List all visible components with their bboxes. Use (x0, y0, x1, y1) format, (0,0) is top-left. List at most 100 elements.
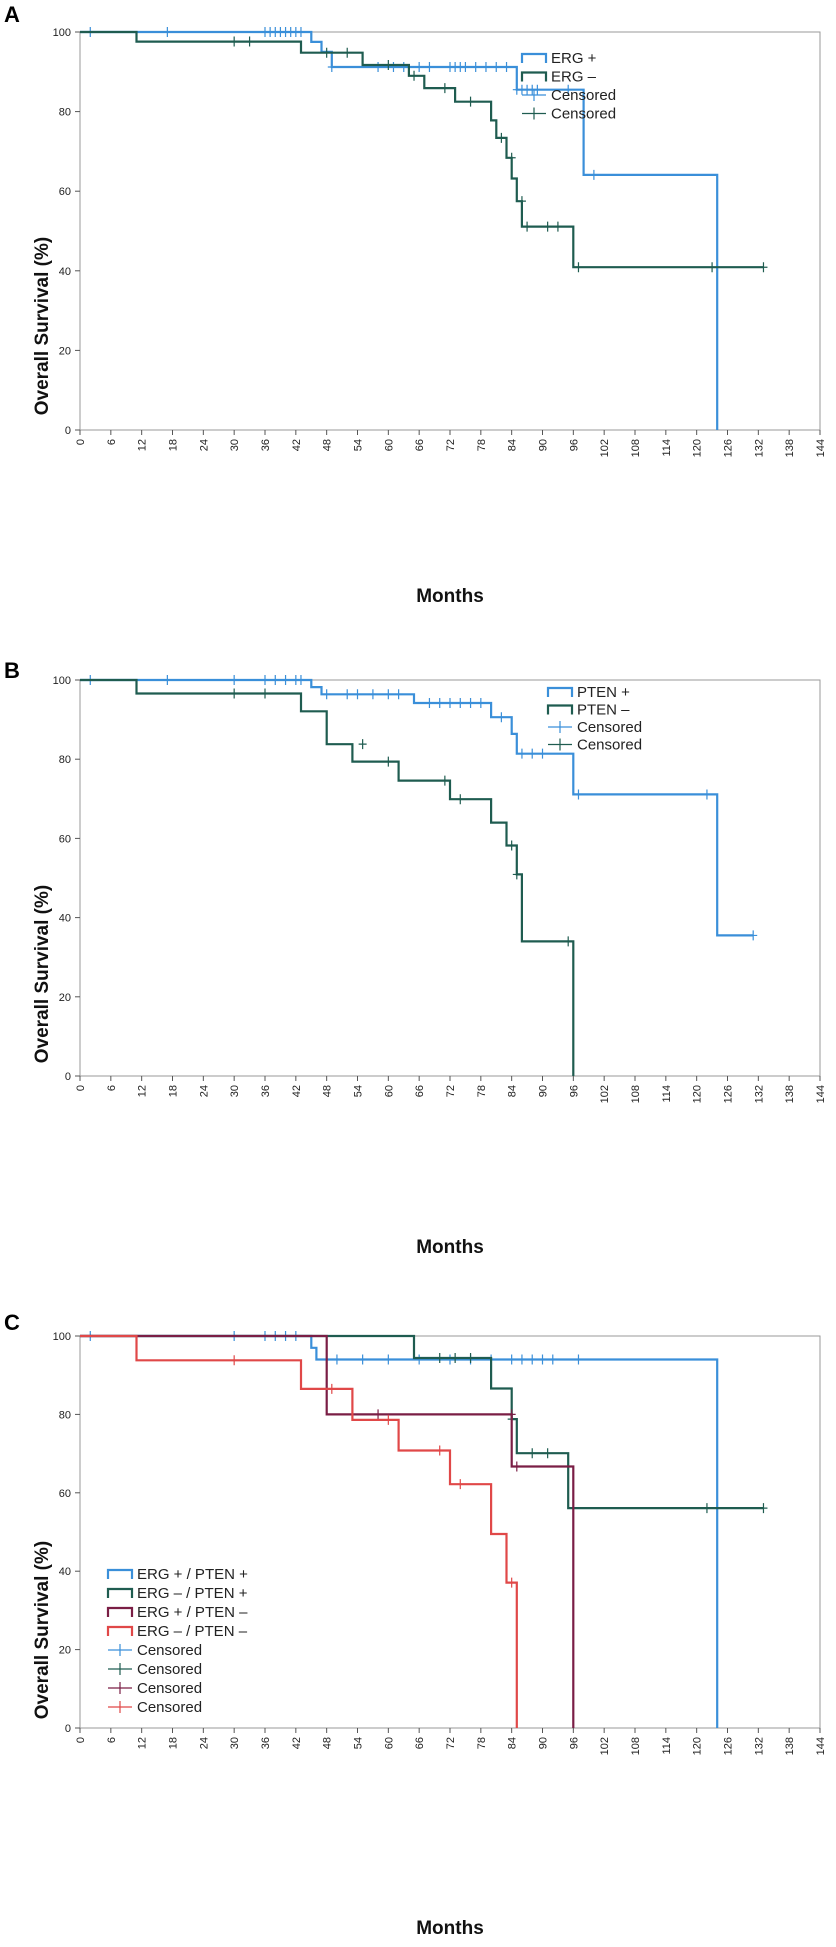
censor-mark (245, 36, 254, 47)
censor-mark (343, 47, 352, 58)
censor-mark (435, 1352, 444, 1363)
censor-mark (425, 697, 434, 708)
survival-curve (80, 1334, 518, 1728)
censor-mark (384, 1354, 393, 1365)
censor-mark (507, 1577, 516, 1588)
legend-label: Censored (137, 1680, 202, 1697)
x-tick-label: 108 (630, 1737, 642, 1755)
censor-mark (296, 27, 305, 37)
x-tick-label: 96 (568, 1085, 580, 1097)
legend-label: PTEN + (577, 684, 630, 701)
legend-line-swatch (520, 52, 548, 63)
y-axis-title: Overall Survival (%) (32, 885, 53, 1063)
censor-mark (384, 756, 393, 767)
legend-label: Censored (577, 737, 642, 754)
censor-mark (512, 869, 521, 880)
x-tick-label: 6 (106, 1085, 118, 1091)
x-tick-label: 84 (507, 439, 519, 451)
legend-label: Censored (551, 87, 616, 104)
x-tick-label: 102 (599, 439, 611, 457)
legend-label: Censored (577, 719, 642, 736)
censor-mark (343, 689, 352, 700)
panel-c: C Overall Survival (%) Months 0204060801… (4, 1310, 827, 1939)
x-tick-label: 144 (815, 439, 827, 457)
x-tick-label: 78 (476, 1737, 488, 1749)
x-tick-label: 78 (476, 439, 488, 451)
censor-mark (461, 62, 470, 73)
y-tick-label: 60 (59, 833, 71, 845)
x-tick-label: 24 (198, 439, 210, 451)
censor-mark (230, 688, 239, 699)
censor-mark (281, 675, 290, 685)
censor-mark (528, 1448, 537, 1459)
censor-mark (476, 697, 485, 708)
x-tick-label: 54 (353, 1085, 365, 1097)
x-tick-label: 30 (229, 1085, 241, 1097)
censor-mark (528, 1354, 537, 1365)
y-tick-label: 0 (65, 1723, 71, 1735)
x-tick-label: 48 (322, 439, 334, 451)
y-tick-label: 100 (53, 1331, 71, 1343)
x-tick-label: 36 (260, 1737, 272, 1749)
censor-mark (759, 262, 768, 273)
x-tick-label: 72 (445, 439, 457, 451)
x-tick-label: 24 (198, 1085, 210, 1097)
legend-line-swatch (546, 704, 574, 715)
y-axis-title: Overall Survival (%) (32, 1541, 53, 1719)
legend-label: ERG + (551, 50, 597, 67)
y-tick-label: 20 (59, 992, 71, 1004)
legend-label: ERG – / PTEN – (137, 1623, 248, 1640)
x-tick-label: 90 (538, 1085, 550, 1097)
censor-mark (543, 1448, 552, 1459)
censor-mark (553, 221, 562, 232)
censor-mark (528, 748, 537, 759)
censor-mark (353, 689, 362, 700)
x-tick-label: 42 (291, 1737, 303, 1749)
x-tick-label: 108 (630, 1085, 642, 1103)
y-tick-label: 0 (65, 425, 71, 437)
censor-mark (446, 697, 454, 708)
censor-mark (327, 1383, 336, 1394)
legend-line-swatch (546, 686, 574, 697)
censor-mark (492, 62, 501, 73)
censor-mark (517, 196, 526, 207)
legend-label: Censored (551, 106, 616, 123)
plot-area (79, 31, 821, 431)
censor-mark (435, 697, 444, 708)
legend-line-swatch (106, 1587, 134, 1598)
x-axis-title: Months (416, 1918, 484, 1939)
x-tick-label: 6 (106, 1737, 118, 1743)
x-tick-label: 36 (260, 439, 272, 451)
y-tick-label: 100 (53, 675, 71, 687)
censor-mark (230, 675, 239, 685)
x-tick-label: 66 (414, 1085, 426, 1097)
legend-line-swatch (106, 1606, 134, 1617)
panel-label: A (4, 2, 20, 27)
x-tick-label: 18 (168, 439, 180, 451)
x-tick-label: 84 (507, 1737, 519, 1749)
censor-mark (517, 748, 526, 759)
censor-mark (502, 62, 511, 73)
censor-mark (230, 1355, 239, 1366)
censor-mark (358, 739, 367, 750)
survival-curve (80, 1334, 764, 1510)
legend-censor-swatch (108, 1644, 132, 1656)
x-tick-label: 18 (168, 1085, 180, 1097)
y-tick-label: 40 (59, 266, 71, 278)
x-tick-label: 60 (383, 439, 395, 451)
censor-mark (163, 675, 172, 685)
censor-mark (271, 675, 280, 685)
censor-mark (759, 1503, 768, 1514)
legend-label: ERG – (551, 69, 597, 86)
x-tick-label: 120 (692, 439, 704, 457)
censor-mark (574, 1354, 583, 1365)
censor-mark (368, 689, 377, 700)
legend-label: ERG – / PTEN + (137, 1585, 248, 1602)
censor-mark (538, 1354, 547, 1365)
plot-area (79, 679, 821, 1077)
panel-label: C (4, 1310, 20, 1335)
censor-mark (374, 62, 383, 73)
censor-mark (415, 62, 424, 73)
legend-line-swatch (106, 1568, 134, 1579)
x-tick-label: 102 (599, 1085, 611, 1103)
